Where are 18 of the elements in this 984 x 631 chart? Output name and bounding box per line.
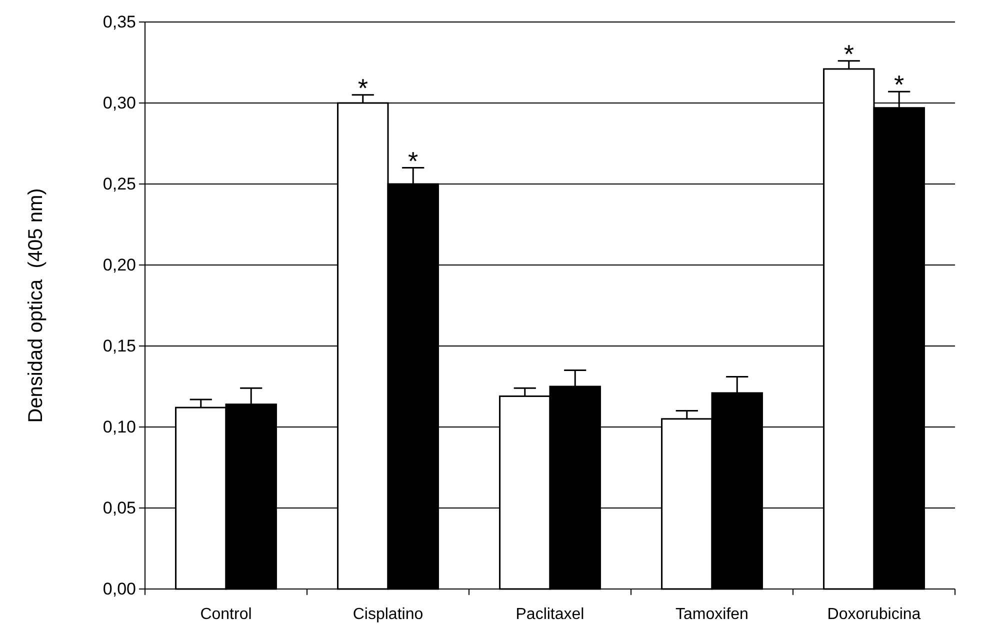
y-tick-label: 0,15 (102, 336, 136, 356)
x-tick-label: Paclitaxel (516, 606, 584, 623)
x-tick-label: Control (200, 606, 252, 623)
y-tick-label: 0,20 (102, 255, 136, 274)
annotation: * (358, 72, 368, 103)
annotation: * (844, 38, 854, 69)
y-tick-label: 0,30 (102, 93, 136, 112)
y-tick-label: 0,00 (102, 579, 136, 598)
y-tick-label: 0,35 (102, 12, 136, 32)
x-tick-label: Cisplatino (352, 606, 424, 623)
y-tick-label: 0,10 (102, 417, 136, 436)
y-tick-label: 0,05 (102, 498, 136, 518)
x-tick-label: Doxorubicina (827, 606, 921, 623)
annotation: * (894, 70, 904, 100)
y-axis-title: Densidad optica (405 nm) (25, 188, 47, 423)
y-tick-label: 0,25 (102, 174, 136, 194)
annotation: * (408, 146, 418, 176)
x-tick-label: Tamoxifen (676, 606, 748, 623)
